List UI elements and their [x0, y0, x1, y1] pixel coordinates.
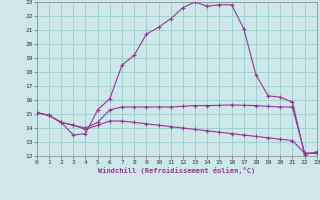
X-axis label: Windchill (Refroidissement éolien,°C): Windchill (Refroidissement éolien,°C): [98, 167, 255, 174]
